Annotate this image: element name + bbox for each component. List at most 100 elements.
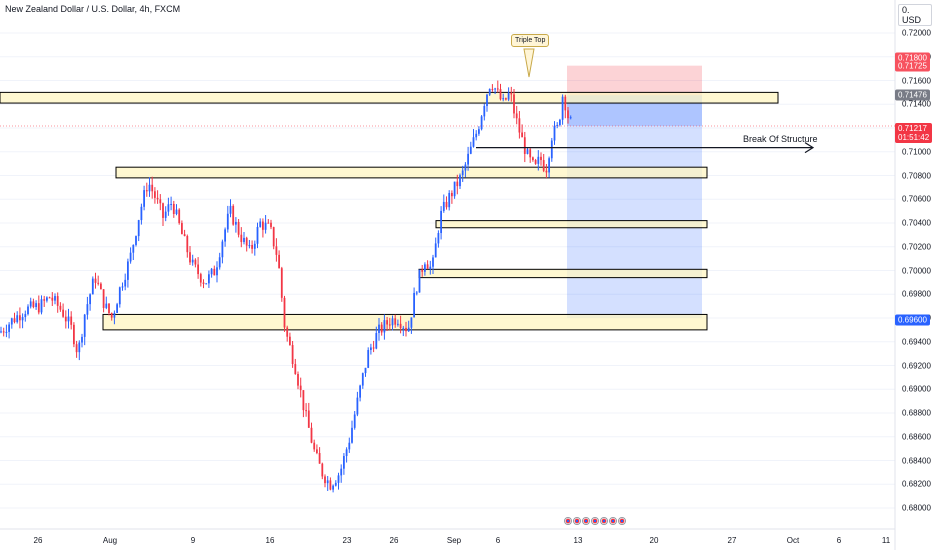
nz-flag-icon[interactable] xyxy=(618,517,626,525)
candle-body xyxy=(332,485,334,490)
price-tick-label: 0.71400 xyxy=(902,99,931,109)
candle-body xyxy=(467,153,469,165)
us-flag-icon[interactable] xyxy=(609,517,617,525)
candle-body xyxy=(459,175,461,187)
candle-body xyxy=(375,333,378,349)
overlays xyxy=(0,48,895,154)
candle-body xyxy=(62,309,64,317)
candle-body xyxy=(469,146,472,154)
candle-body xyxy=(451,192,453,197)
candle-body xyxy=(286,327,289,337)
time-tick-label: Sep xyxy=(446,536,462,545)
candle-body xyxy=(540,156,542,161)
candle-body xyxy=(202,282,205,284)
candle-body xyxy=(21,317,24,321)
candle-body xyxy=(91,278,94,295)
candle-body xyxy=(478,129,480,134)
candle-body xyxy=(424,264,426,272)
candle-body xyxy=(162,203,164,218)
time-tick-label: 6 xyxy=(495,536,501,545)
candle-body xyxy=(464,164,467,171)
candle-body xyxy=(343,456,345,469)
time-tick-label: 27 xyxy=(727,536,737,545)
candle-body xyxy=(337,475,340,483)
sr-zone xyxy=(0,91,779,104)
candle-body xyxy=(361,373,364,386)
candle-body xyxy=(167,204,170,212)
candle-body xyxy=(113,312,116,318)
candle-body xyxy=(181,223,183,235)
candle-body xyxy=(270,222,272,228)
time-tick-label: 20 xyxy=(649,536,659,545)
candle-body xyxy=(159,199,162,204)
candle-body xyxy=(54,296,56,301)
candle-body xyxy=(388,324,391,326)
candle-body xyxy=(216,267,218,276)
candle-body xyxy=(529,149,532,158)
candle-body xyxy=(432,257,434,267)
candle-body xyxy=(116,304,118,313)
candle-body xyxy=(569,117,572,119)
candle-body xyxy=(245,237,248,246)
candle-body xyxy=(89,294,91,305)
time-tick-label: 11 xyxy=(881,536,891,545)
candle-body xyxy=(5,331,8,333)
candle-body xyxy=(378,324,380,334)
candle-body xyxy=(253,243,256,249)
sr-zone xyxy=(102,313,708,331)
candle-body xyxy=(29,301,32,307)
candle-body xyxy=(553,125,556,141)
time-tick-label: 6 xyxy=(836,536,842,545)
symbol-title[interactable]: New Zealand Dollar / U.S. Dollar, 4h, FX… xyxy=(5,4,181,14)
position-tool[interactable] xyxy=(567,65,702,318)
candle-body xyxy=(475,133,478,138)
candle-body xyxy=(70,316,73,325)
price-tick-label: 0.71600 xyxy=(902,76,931,85)
candle-body xyxy=(548,158,550,173)
candle-body xyxy=(456,181,459,187)
price-tick-label: 0.70400 xyxy=(902,218,931,228)
us-flag-icon[interactable] xyxy=(564,517,572,525)
candle-body xyxy=(226,213,229,230)
candle-body xyxy=(272,227,275,247)
candle-body xyxy=(75,344,78,353)
candle-body xyxy=(251,245,253,249)
break-of-structure-label[interactable]: Break Of Structure xyxy=(743,134,818,144)
candle-body xyxy=(418,269,421,293)
candle-body xyxy=(16,315,19,323)
candle-body xyxy=(237,221,240,235)
candle-body xyxy=(59,305,62,310)
candle-body xyxy=(316,449,318,454)
candles xyxy=(0,80,572,493)
currency-selector[interactable]: 0. USD xyxy=(898,4,932,26)
candle-body xyxy=(37,303,40,313)
candle-body xyxy=(526,149,529,154)
candle-body xyxy=(121,286,124,288)
candle-body xyxy=(370,347,372,350)
economic-events[interactable] xyxy=(564,517,626,525)
time-tick-label: 26 xyxy=(389,536,399,545)
candle-body xyxy=(329,480,332,490)
candle-body xyxy=(442,201,445,211)
candle-body xyxy=(356,397,359,415)
candle-body xyxy=(299,385,302,391)
candle-body xyxy=(434,243,437,258)
us-flag-icon[interactable] xyxy=(582,517,590,525)
candle-body xyxy=(318,453,321,464)
candle-body xyxy=(135,236,137,245)
triple-top-callout[interactable]: Triple Top xyxy=(511,34,550,47)
candle-body xyxy=(559,119,561,126)
candle-body xyxy=(156,197,159,200)
candle-body xyxy=(348,442,351,450)
us-flag-icon[interactable] xyxy=(591,517,599,525)
price-tick-label: 0.70600 xyxy=(902,194,931,204)
candle-body xyxy=(280,268,283,298)
candle-body xyxy=(275,246,278,255)
us-flag-icon[interactable] xyxy=(573,517,581,525)
support-resistance-zones[interactable] xyxy=(0,91,779,331)
candle-body xyxy=(210,268,213,275)
us-flag-icon[interactable] xyxy=(600,517,608,525)
sr-zone xyxy=(435,220,708,229)
time-tick-label: 16 xyxy=(265,536,275,545)
